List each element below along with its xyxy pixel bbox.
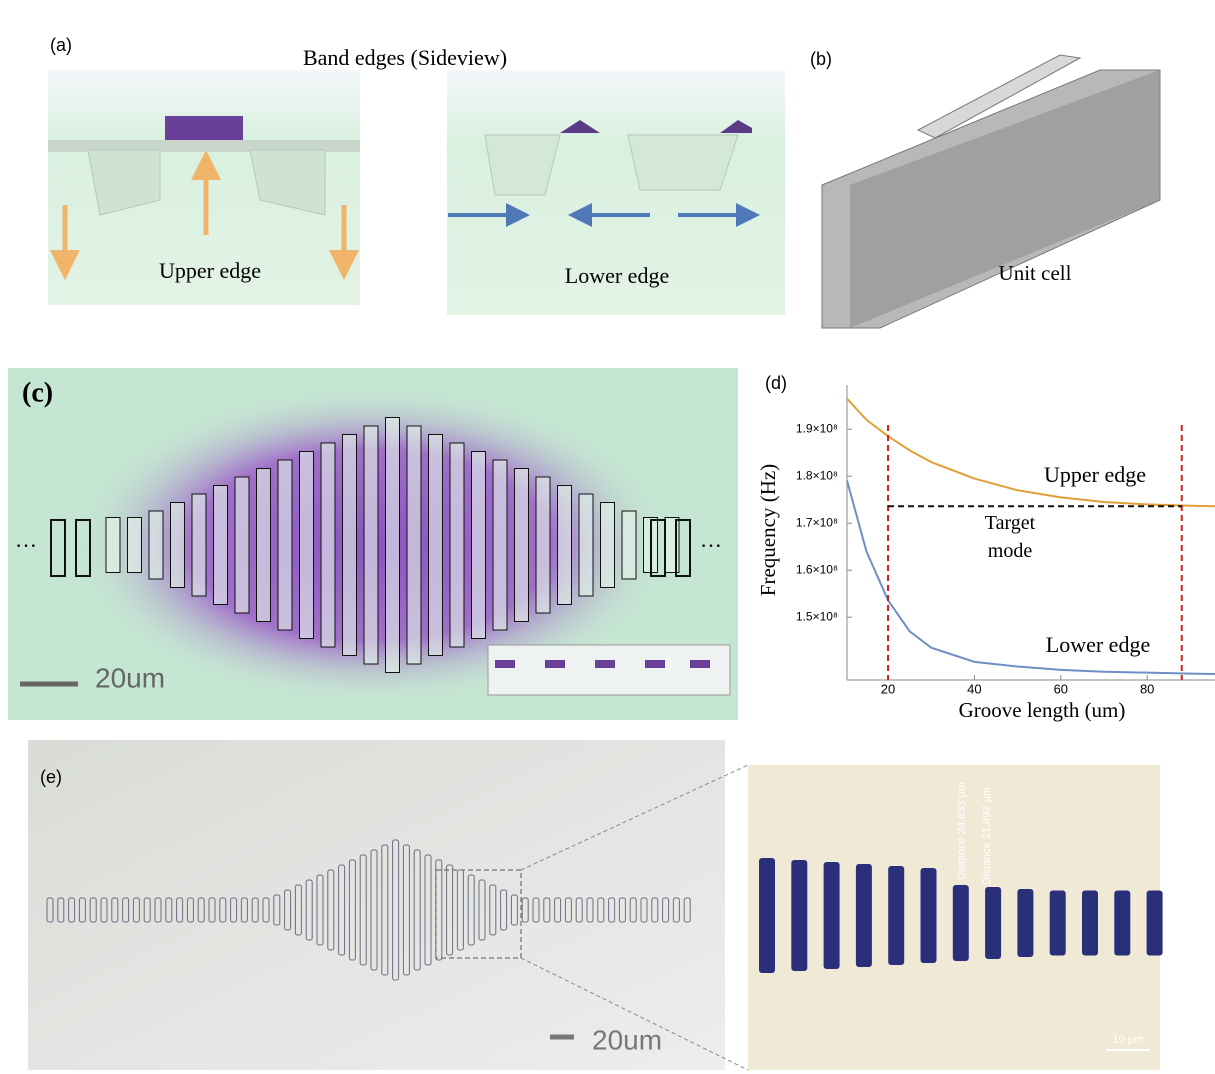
groove <box>791 860 807 971</box>
groove <box>214 486 228 605</box>
groove <box>1114 891 1130 956</box>
groove <box>364 426 378 664</box>
panel-label: (e) <box>40 767 62 787</box>
groove <box>128 518 142 573</box>
groove <box>1050 891 1066 956</box>
panel-label: (a) <box>50 35 72 55</box>
y-tick-label: 1.7×10⁸ <box>796 515 838 529</box>
groove <box>953 885 969 961</box>
groove <box>171 503 185 588</box>
curve <box>847 399 1215 507</box>
groove <box>407 426 421 664</box>
ridge <box>690 660 710 668</box>
panel-c: (c) 20um ··· ··· <box>8 368 738 720</box>
groove <box>450 443 464 647</box>
measurement: Distance 24.633 μm <box>956 782 968 880</box>
groove <box>888 866 904 965</box>
groove <box>321 443 335 647</box>
groove <box>536 477 550 613</box>
groove <box>429 435 443 656</box>
groove <box>257 469 271 622</box>
panel-d: (d) Groove length (um) Frequency (Hz) 20… <box>756 373 1215 722</box>
ellipsis: ··· <box>700 533 722 558</box>
annotation: mode <box>988 540 1033 562</box>
groove <box>1017 889 1033 957</box>
groove <box>300 452 314 639</box>
groove <box>515 469 529 622</box>
groove <box>343 435 357 656</box>
unit-cell-face <box>850 70 1160 328</box>
groove <box>579 494 593 596</box>
measurement: Distance 21.492 μm <box>981 787 993 885</box>
groove <box>192 494 206 596</box>
groove <box>985 887 1001 959</box>
caption: Lower edge <box>565 263 669 288</box>
y-axis-label: Frequency (Hz) <box>756 464 780 596</box>
groove <box>472 452 486 639</box>
caption: Unit cell <box>999 261 1072 285</box>
x-tick-label: 40 <box>967 681 981 696</box>
scale-label: 20um <box>592 1024 662 1055</box>
x-tick-label: 60 <box>1054 681 1068 696</box>
groove <box>149 511 163 579</box>
ridge <box>165 116 243 140</box>
panel-a: (a) Band edges (Sideview) Upper edge Low… <box>48 35 785 315</box>
x-axis-label: Groove length (um) <box>959 698 1126 722</box>
panel-title: Band edges (Sideview) <box>303 45 507 70</box>
x-tick-label: 80 <box>1140 681 1154 696</box>
groove <box>235 477 249 613</box>
series-label: Lower edge <box>1046 632 1150 657</box>
curve <box>847 480 1215 674</box>
panel-label: (c) <box>22 377 53 408</box>
x-tick-label: 20 <box>881 681 895 696</box>
y-tick-label: 1.6×10⁸ <box>796 562 838 576</box>
groove <box>622 511 636 579</box>
groove <box>106 518 120 573</box>
panel-label: (b) <box>810 49 832 69</box>
ridge <box>495 660 515 668</box>
annotation: Target <box>985 512 1036 534</box>
y-tick-label: 1.5×10⁸ <box>796 609 838 623</box>
ridge <box>545 660 565 668</box>
groove <box>558 486 572 605</box>
groove <box>1082 891 1098 956</box>
ellipsis: ··· <box>15 533 37 558</box>
scale-label: 20um <box>95 662 165 693</box>
ridge <box>595 660 615 668</box>
groove <box>759 858 775 973</box>
caption: Upper edge <box>159 258 261 283</box>
ridge <box>645 660 665 668</box>
groove <box>493 460 507 630</box>
y-tick-label: 1.8×10⁸ <box>796 468 838 482</box>
panel-e: (e) 20um 10 μm Distance 24.633 μm Distan… <box>28 740 1163 1070</box>
groove <box>856 864 872 967</box>
series-label: Upper edge <box>1044 462 1146 487</box>
groove <box>278 460 292 630</box>
groove <box>824 862 840 969</box>
inset <box>488 645 730 695</box>
groove <box>921 868 937 963</box>
groove <box>1147 891 1163 956</box>
panel-b: (b) Unit cell <box>810 49 1160 328</box>
groove <box>386 418 400 673</box>
figure: (a) Band edges (Sideview) Upper edge Low… <box>0 0 1215 1074</box>
scale-label: 10 μm <box>1113 1034 1144 1046</box>
panel-label: (d) <box>765 373 787 393</box>
y-tick-label: 1.9×10⁸ <box>796 421 838 435</box>
groove <box>601 503 615 588</box>
